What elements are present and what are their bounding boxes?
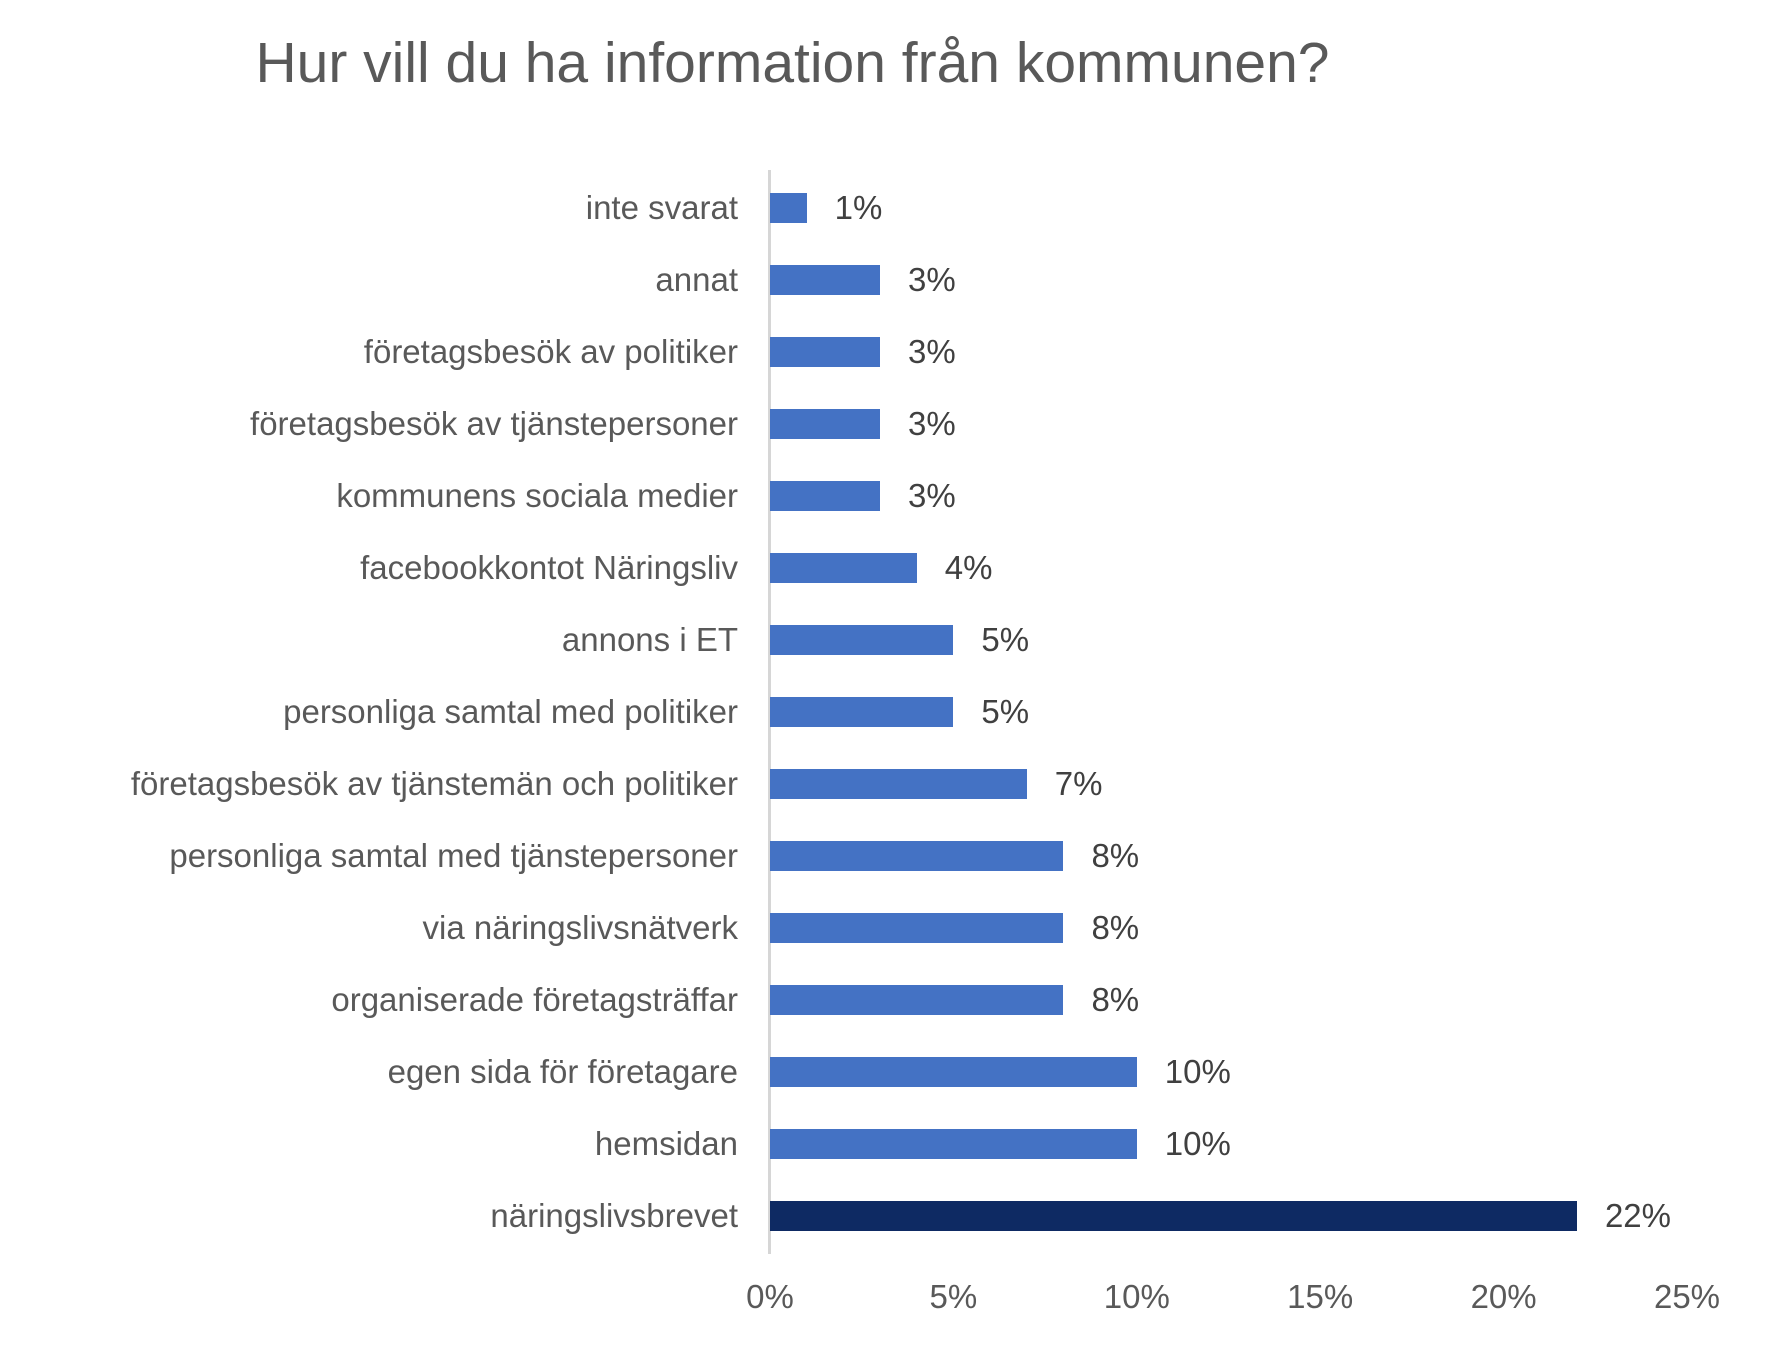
bar-row: annat 3%: [0, 244, 1765, 316]
value-label: 10%: [1164, 1053, 1231, 1090]
category-label: näringslivsbrevet: [490, 1197, 738, 1234]
bar: [770, 553, 917, 583]
bar-track: 10%: [770, 1108, 1765, 1180]
bar: [770, 769, 1027, 799]
category-label: annons i ET: [561, 621, 738, 658]
bar-row: företagsbesök av politiker 3%: [0, 316, 1765, 388]
bar-track: 8%: [770, 964, 1765, 1036]
value-label: 10%: [1164, 1125, 1231, 1162]
bar-row: inte svarat 1%: [0, 172, 1765, 244]
value-label: 8%: [1091, 837, 1140, 874]
bar: [770, 193, 807, 223]
x-axis: 0% 5% 10% 15% 20% 25%: [746, 1278, 1765, 1338]
chart-title: Hur vill du ha information från kommunen…: [255, 31, 1330, 95]
bar-row: företagsbesök av tjänstemän och politike…: [0, 748, 1765, 820]
bar: [770, 841, 1064, 871]
bar-track: 3%: [770, 388, 1765, 460]
bar-row: personliga samtal med politiker 5%: [0, 676, 1765, 748]
bar: [770, 265, 881, 295]
bar-row: via näringslivsnätverk 8%: [0, 892, 1765, 964]
x-axis-tick-label: 10%: [1103, 1278, 1170, 1315]
category-label: personliga samtal med politiker: [283, 693, 738, 730]
value-label: 22%: [1604, 1197, 1672, 1234]
x-axis-tick-label: 15%: [1287, 1278, 1354, 1315]
category-label: personliga samtal med tjänstepersoner: [169, 837, 738, 874]
value-label: 1%: [834, 189, 883, 226]
bar-track: 5%: [770, 676, 1765, 748]
x-axis-tick-label: 5%: [929, 1278, 978, 1315]
bar-track: 8%: [770, 820, 1765, 892]
bar-row: näringslivsbrevet 22%: [0, 1180, 1765, 1252]
bar-row: annons i ET 5%: [0, 604, 1765, 676]
category-label: företagsbesök av tjänstepersoner: [250, 405, 738, 442]
value-label: 8%: [1091, 909, 1140, 946]
category-label: facebookkontot Näringsliv: [360, 549, 738, 586]
bar: [770, 1057, 1137, 1087]
bar: [770, 409, 881, 439]
bar-row: personliga samtal med tjänstepersoner 8%: [0, 820, 1765, 892]
bar-track: 7%: [770, 748, 1765, 820]
x-axis-tick-label: 25%: [1653, 1278, 1721, 1315]
value-label: 3%: [908, 261, 956, 298]
value-label: 7%: [1054, 765, 1103, 802]
bar: [770, 697, 954, 727]
value-label: 4%: [944, 549, 993, 586]
bar: [770, 625, 954, 655]
y-axis-line: [768, 170, 771, 1254]
value-label: 3%: [908, 405, 956, 442]
bar-row: egen sida för företagare 10%: [0, 1036, 1765, 1108]
category-label: företagsbesök av politiker: [363, 333, 738, 370]
bar: [770, 1129, 1137, 1159]
bar-row: facebookkontot Näringsliv 4%: [0, 532, 1765, 604]
category-label: via näringslivsnätverk: [422, 909, 738, 946]
category-label: organiserade företagsträffar: [331, 981, 738, 1018]
x-axis-tick-label: 20%: [1470, 1278, 1537, 1315]
bar-track: 3%: [770, 460, 1765, 532]
bar-track: 1%: [770, 172, 1765, 244]
bar-track: 3%: [770, 316, 1765, 388]
bar: [770, 337, 881, 367]
bar-row: kommunens sociala medier 3%: [0, 460, 1765, 532]
category-label: annat: [655, 261, 738, 298]
x-axis-tick-label: 0%: [746, 1278, 794, 1315]
bar-track: 4%: [770, 532, 1765, 604]
bar-track: 22%: [770, 1180, 1765, 1252]
bar: [770, 1201, 1577, 1231]
plot-area: inte svarat 1% annat 3% företagsbesök av pol…: [0, 172, 1765, 1252]
bar-track: 8%: [770, 892, 1765, 964]
category-label: egen sida för företagare: [387, 1053, 738, 1090]
bar-track: 10%: [770, 1036, 1765, 1108]
bar: [770, 985, 1064, 1015]
category-label: hemsidan: [594, 1125, 738, 1162]
bar-track: 3%: [770, 244, 1765, 316]
category-label: inte svarat: [585, 189, 738, 226]
bar-row: hemsidan 10%: [0, 1108, 1765, 1180]
bar-track: 5%: [770, 604, 1765, 676]
value-label: 5%: [981, 621, 1030, 658]
bar-row: organiserade företagsträffar 8%: [0, 964, 1765, 1036]
value-label: 5%: [981, 693, 1030, 730]
value-label: 3%: [908, 477, 956, 514]
value-label: 8%: [1091, 981, 1140, 1018]
bar: [770, 913, 1064, 943]
value-label: 3%: [908, 333, 956, 370]
bar-row: företagsbesök av tjänstepersoner 3%: [0, 388, 1765, 460]
category-label: företagsbesök av tjänstemän och politike…: [130, 765, 738, 802]
category-label: kommunens sociala medier: [336, 477, 738, 514]
bar: [770, 481, 881, 511]
